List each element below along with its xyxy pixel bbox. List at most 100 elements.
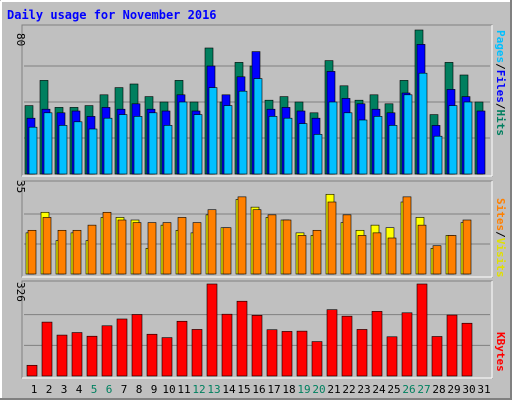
bar-kbytes-day-7 xyxy=(116,318,128,377)
bar-kbytes-day-20 xyxy=(311,341,323,377)
bar-sites-day-27 xyxy=(417,224,427,275)
bar-sites-day-4 xyxy=(72,229,82,275)
bar-sites-day-30 xyxy=(462,219,472,275)
bar-kbytes-day-29 xyxy=(446,314,458,377)
bar-sites-day-7 xyxy=(117,219,127,275)
bar-kbytes-day-11 xyxy=(176,320,188,377)
bar-pages-day-7 xyxy=(118,114,128,175)
x-label-day-26: 26 xyxy=(402,383,415,396)
bar-sites-day-13 xyxy=(207,209,217,275)
chart-title: Daily usage for November 2016 xyxy=(7,8,217,22)
bar-kbytes-day-14 xyxy=(221,313,233,377)
x-label-day-21: 21 xyxy=(327,383,340,396)
legend-sep-2: / xyxy=(494,103,507,110)
bar-pages-day-1 xyxy=(28,126,38,175)
bar-pages-day-12 xyxy=(193,114,203,175)
bar-kbytes-day-17 xyxy=(266,329,278,377)
bar-kbytes-day-3 xyxy=(56,334,68,377)
x-label-day-19: 19 xyxy=(297,383,310,396)
bar-pages-day-5 xyxy=(88,128,98,175)
legend-visits: Visits xyxy=(494,238,507,278)
bar-kbytes-day-22 xyxy=(341,315,353,377)
bar-kbytes-day-1 xyxy=(26,364,38,377)
x-label-day-17: 17 xyxy=(267,383,280,396)
bar-sites-day-11 xyxy=(177,217,187,275)
x-label-day-16: 16 xyxy=(252,383,265,396)
bar-sites-day-16 xyxy=(252,209,262,275)
x-label-day-30: 30 xyxy=(462,383,475,396)
legend-hits: Hits xyxy=(494,110,507,137)
x-label-day-2: 2 xyxy=(46,383,53,396)
bar-pages-day-23 xyxy=(358,119,368,175)
bar-sites-day-29 xyxy=(447,235,457,275)
bar-kbytes-day-2 xyxy=(41,321,53,377)
bar-sites-day-25 xyxy=(387,237,397,275)
x-label-day-15: 15 xyxy=(237,383,250,396)
x-label-day-8: 8 xyxy=(136,383,143,396)
legend-kbytes: KBytes xyxy=(494,332,507,372)
bar-sites-day-3 xyxy=(57,229,67,275)
x-label-day-22: 22 xyxy=(342,383,355,396)
hits-ymax-label: 80 xyxy=(14,33,27,46)
bar-pages-day-16 xyxy=(253,78,263,175)
bar-pages-day-25 xyxy=(388,125,398,175)
x-label-day-3: 3 xyxy=(61,383,68,396)
bar-sites-day-19 xyxy=(297,235,307,275)
bar-sites-day-14 xyxy=(222,227,232,275)
bar-sites-day-23 xyxy=(357,235,367,275)
bar-sites-day-28 xyxy=(432,245,442,275)
bar-pages-day-17 xyxy=(268,116,278,175)
legend-files: Files xyxy=(494,70,507,103)
bar-sites-day-26 xyxy=(402,196,412,275)
x-label-day-7: 7 xyxy=(121,383,128,396)
bar-kbytes-day-15 xyxy=(236,300,248,377)
x-label-day-31: 31 xyxy=(477,383,490,396)
bar-kbytes-day-8 xyxy=(131,314,143,377)
kbytes-legend: KBytes xyxy=(494,332,507,372)
legend-sites: Sites xyxy=(494,198,507,231)
bar-pages-day-6 xyxy=(103,117,113,175)
bar-sites-day-15 xyxy=(237,196,247,275)
bar-pages-day-10 xyxy=(163,125,173,175)
bar-sites-day-8 xyxy=(132,222,142,275)
bar-kbytes-day-26 xyxy=(401,312,413,377)
bar-sites-day-12 xyxy=(192,222,202,275)
bar-kbytes-day-10 xyxy=(161,337,173,377)
bar-sites-day-1 xyxy=(27,229,37,275)
x-axis-labels: 1 2 3 4 5 6 7 8 9 10 11 12 13 14 15 16 17 18 19 20 21 22 23 24 2… xyxy=(31,383,491,396)
x-label-day-1: 1 xyxy=(31,383,38,396)
bar-pages-day-18 xyxy=(283,117,293,175)
bar-kbytes-day-21 xyxy=(326,309,338,377)
bar-marks xyxy=(24,29,486,377)
bar-kbytes-day-23 xyxy=(356,329,368,377)
bar-sites-day-24 xyxy=(372,232,382,275)
kbytes-ymax-label: 326 xyxy=(14,282,27,302)
bar-sites-day-21 xyxy=(327,201,337,275)
x-label-day-6: 6 xyxy=(106,383,113,396)
bar-pages-day-21 xyxy=(328,101,338,175)
bar-pages-day-8 xyxy=(133,116,143,175)
bar-pages-day-29 xyxy=(448,105,458,175)
x-label-day-5: 5 xyxy=(91,383,98,396)
bar-pages-day-14 xyxy=(223,105,233,175)
bar-kbytes-day-25 xyxy=(386,336,398,377)
bar-kbytes-day-4 xyxy=(71,332,83,377)
visits-ymax-label: 35 xyxy=(14,180,27,193)
x-label-day-12: 12 xyxy=(192,383,205,396)
bar-kbytes-day-9 xyxy=(146,333,158,377)
legend-sep-1: / xyxy=(494,63,507,70)
bar-kbytes-day-16 xyxy=(251,315,263,377)
x-label-day-11: 11 xyxy=(177,383,190,396)
visits-legend: Sites/Visits xyxy=(494,198,507,278)
bar-pages-day-27 xyxy=(418,72,428,175)
bar-sites-day-10 xyxy=(162,222,172,275)
x-label-day-25: 25 xyxy=(387,383,400,396)
bar-kbytes-day-18 xyxy=(281,331,293,377)
bar-kbytes-day-27 xyxy=(416,283,428,377)
bar-sites-day-9 xyxy=(147,222,157,275)
bar-kbytes-day-30 xyxy=(461,322,473,377)
x-label-day-10: 10 xyxy=(162,383,175,396)
bar-sites-day-6 xyxy=(102,211,112,275)
bar-kbytes-day-13 xyxy=(206,283,218,377)
bar-pages-day-13 xyxy=(208,87,218,175)
